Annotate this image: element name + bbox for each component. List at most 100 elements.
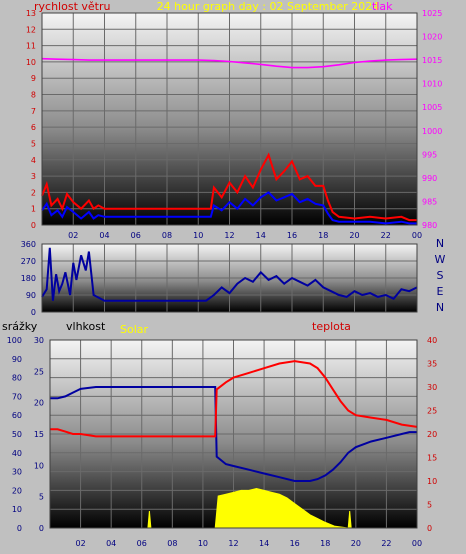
humidity-tick-label: 30 (12, 468, 22, 477)
wind-line (41, 191, 417, 225)
time-tick-label: 08 (167, 539, 177, 548)
wind-speed-tick-label: 5 (31, 139, 36, 148)
wind-speed-tick-label: 12 (26, 25, 36, 34)
time-tick-label: 04 (106, 539, 116, 548)
temperature-tick-label: 10 (427, 477, 437, 486)
wind-speed-tick-label: 6 (31, 123, 36, 132)
climate-frame (49, 339, 418, 529)
pressure-tick-label: 1000 (422, 127, 442, 136)
pressure-tick-label: 1005 (422, 103, 442, 112)
temperature-tick-label: 40 (427, 336, 437, 345)
rain-tick-label: 30 (34, 336, 44, 345)
humidity-line (50, 386, 417, 482)
time-tick-label: 16 (290, 539, 300, 548)
solar-label: Solar (120, 323, 149, 336)
time-tick-label: 02 (68, 231, 78, 240)
temperature-axis-label: teplota (312, 320, 351, 333)
time-tick-label: 00 (412, 231, 422, 240)
wind-direction-marks (41, 247, 418, 302)
humidity-tick-label: 10 (12, 505, 22, 514)
rain-tick-label: 25 (34, 367, 44, 376)
time-tick-label: 00 (412, 539, 422, 548)
rain-tick-label: 10 (34, 461, 44, 470)
pressure-tick-label: 1015 (422, 56, 442, 65)
temperature-tick-label: 35 (427, 360, 437, 369)
wind-speed-tick-label: 3 (31, 172, 36, 181)
direction-tick-label: 270 (21, 257, 36, 266)
time-tick-label: 06 (131, 231, 141, 240)
rain-tick-label: 20 (34, 399, 44, 408)
temperature-tick-label: 25 (427, 407, 437, 416)
rain-axis-label: srážky (2, 320, 38, 333)
gust-line (41, 152, 417, 222)
direction-tick-label: 360 (21, 240, 36, 249)
time-tick-label: 22 (381, 539, 391, 548)
wind-speed-tick-label: 8 (31, 91, 36, 100)
rain-tick-label: 0 (39, 524, 44, 533)
time-tick-label: 14 (256, 231, 266, 240)
pressure-axis-label: tlak (372, 0, 393, 13)
time-tick-label: 12 (228, 539, 238, 548)
humidity-tick-label: 70 (12, 392, 22, 401)
time-tick-label: 18 (320, 539, 330, 548)
wind-speed-tick-label: 0 (31, 221, 36, 230)
time-tick-label: 10 (193, 231, 203, 240)
time-tick-label: 16 (287, 231, 297, 240)
time-tick-label: 22 (381, 231, 391, 240)
pressure-tick-label: 990 (422, 174, 437, 183)
wind-speed-tick-label: 10 (26, 58, 36, 67)
time-tick-label: 06 (137, 539, 147, 548)
wind-direction-frame (41, 243, 418, 313)
wind-speed-tick-label: 11 (26, 42, 36, 51)
wind-speed-tick-label: 1 (31, 205, 36, 214)
rain-tick-label: 15 (34, 430, 44, 439)
wind-speed-tick-label: 9 (31, 74, 36, 83)
time-tick-label: 20 (351, 539, 361, 548)
pressure-tick-label: 980 (422, 221, 437, 230)
wind-speed-tick-label: 13 (26, 9, 36, 18)
pressure-tick-label: 985 (422, 197, 437, 206)
temperature-tick-label: 0 (427, 524, 432, 533)
humidity-tick-label: 40 (12, 449, 22, 458)
wind-pressure-frame (41, 12, 418, 226)
temperature-line (50, 360, 418, 438)
compass-label: N (436, 237, 444, 250)
humidity-tick-label: 100 (7, 336, 22, 345)
direction-tick-label: 90 (26, 291, 36, 300)
time-tick-label: 04 (99, 231, 109, 240)
pressure-tick-label: 1025 (422, 9, 442, 18)
pressure-line (41, 57, 418, 69)
humidity-tick-label: 20 (12, 486, 22, 495)
humidity-tick-label: 0 (17, 524, 22, 533)
time-tick-label: 14 (259, 539, 269, 548)
humidity-tick-label: 60 (12, 411, 22, 420)
time-tick-label: 02 (75, 539, 85, 548)
humidity-tick-label: 90 (12, 355, 22, 364)
wind-speed-axis-label: rychlost větru (34, 0, 110, 13)
time-tick-label: 18 (318, 231, 328, 240)
climate-axes: 0102030405060708090100051015202530051015… (7, 336, 437, 548)
rain-tick-label: 5 (39, 493, 44, 502)
chart-title: 24 hour graph day : 02 September 2024 (157, 0, 380, 13)
compass-label: S (437, 269, 444, 282)
temperature-tick-label: 30 (427, 383, 437, 392)
time-tick-label: 20 (349, 231, 359, 240)
wind-speed-tick-label: 7 (31, 107, 36, 116)
humidity-axis-label: vlhkost (66, 320, 106, 333)
direction-tick-label: 0 (31, 308, 36, 317)
time-tick-label: 08 (162, 231, 172, 240)
pressure-tick-label: 995 (422, 150, 437, 159)
wind-speed-tick-label: 4 (31, 156, 36, 165)
compass-label: W (435, 253, 446, 266)
temperature-tick-label: 15 (427, 454, 437, 463)
wind-pressure-marks (41, 57, 418, 225)
wind-speed-tick-label: 2 (31, 188, 36, 197)
time-tick-label: 10 (198, 539, 208, 548)
temperature-tick-label: 5 (427, 501, 432, 510)
temperature-tick-label: 20 (427, 430, 437, 439)
time-tick-label: 12 (224, 231, 234, 240)
pressure-tick-label: 1010 (422, 80, 442, 89)
